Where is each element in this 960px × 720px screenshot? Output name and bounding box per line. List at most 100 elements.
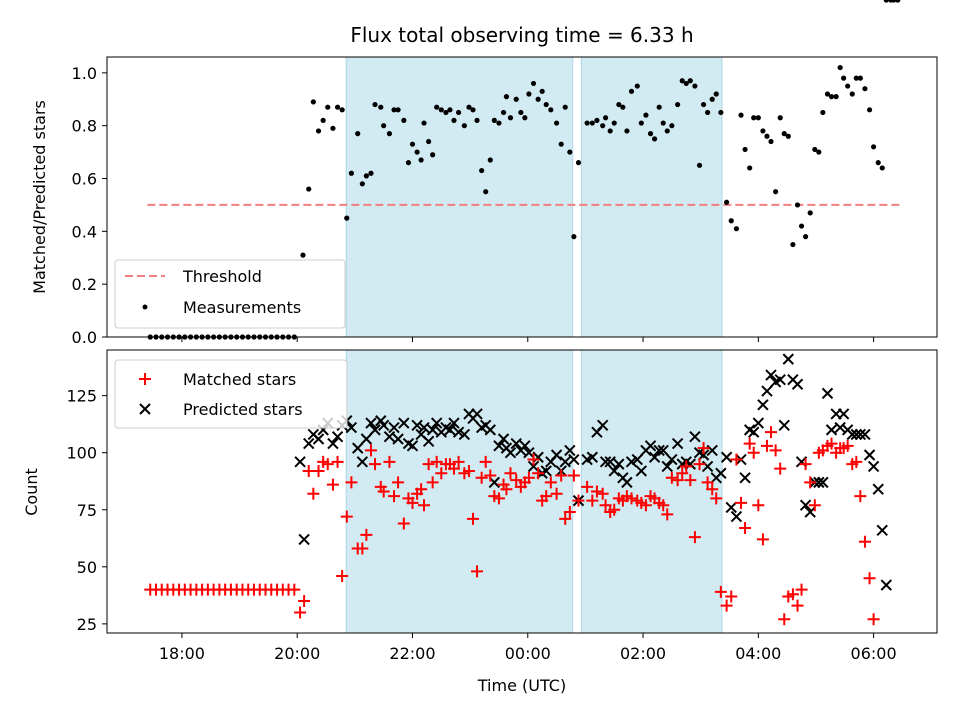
figure-title: Flux total observing time = 6.33 h bbox=[350, 23, 693, 47]
y-tick-label: 25 bbox=[77, 615, 97, 634]
measurement-point bbox=[777, 115, 783, 121]
measurement-point bbox=[660, 120, 666, 126]
bottom-y-axis-label: Count bbox=[22, 468, 41, 516]
measurement-point bbox=[355, 131, 361, 137]
matched-point bbox=[462, 464, 475, 477]
matched-point bbox=[850, 455, 863, 468]
matched-point bbox=[858, 535, 871, 548]
matched-point bbox=[340, 510, 353, 523]
x-tick-label: 22:00 bbox=[389, 644, 435, 663]
top-y-axis-label: Matched/Predicted stars bbox=[30, 100, 49, 294]
predicted-point bbox=[519, 440, 531, 452]
predicted-point bbox=[739, 472, 751, 484]
measurement-point bbox=[530, 80, 537, 87]
matched-point bbox=[688, 531, 701, 544]
matched-point bbox=[356, 542, 369, 555]
measurement-point bbox=[866, 107, 873, 113]
predicted-point bbox=[748, 426, 760, 438]
predicted-point bbox=[799, 499, 812, 511]
predicted-point bbox=[484, 424, 497, 436]
measurement-point bbox=[426, 138, 432, 145]
measurement-point bbox=[709, 96, 715, 102]
matched-point bbox=[479, 455, 492, 468]
measurement-point bbox=[513, 96, 519, 102]
measurement-point bbox=[664, 128, 670, 134]
x-tick-label: 02:00 bbox=[620, 644, 666, 663]
matched-point bbox=[720, 599, 733, 612]
measurement-point bbox=[434, 104, 440, 110]
predicted-point bbox=[510, 437, 522, 450]
matched-point bbox=[415, 483, 428, 496]
matched-point bbox=[791, 599, 804, 612]
matched-point bbox=[406, 496, 419, 509]
legend-threshold-label: Threshold bbox=[182, 267, 262, 286]
measurement-point bbox=[700, 101, 707, 108]
bottom-panel: 25 50 75 100 125 18:00 20:00 22:00 00:00 02:00 04… bbox=[22, 349, 938, 695]
measurement-point bbox=[320, 117, 326, 123]
matched-point bbox=[581, 480, 594, 493]
matched-point bbox=[841, 439, 854, 452]
measurement-point bbox=[828, 94, 835, 100]
y-tick-label: 0.4 bbox=[72, 222, 97, 241]
predicted-point bbox=[725, 501, 737, 514]
matched-point bbox=[326, 478, 339, 491]
measurement-point bbox=[845, 83, 851, 89]
predicted-point bbox=[872, 483, 884, 495]
bottom-y-ticks: 25 50 75 100 125 bbox=[66, 387, 107, 634]
measurement-point bbox=[421, 120, 427, 126]
measurement-point bbox=[891, 0, 897, 3]
measurement-point bbox=[857, 75, 863, 81]
measurement-point bbox=[339, 107, 345, 113]
top-legend-box bbox=[114, 259, 346, 329]
matched-point bbox=[418, 499, 431, 512]
predicted-point bbox=[631, 453, 643, 466]
bottom-highlight-spans bbox=[345, 349, 723, 634]
measurement-point bbox=[562, 104, 568, 110]
measurement-point bbox=[683, 80, 689, 87]
predicted-point bbox=[599, 456, 612, 468]
measurement-point bbox=[518, 109, 524, 116]
measurement-point bbox=[479, 167, 485, 174]
measurement-point bbox=[875, 160, 881, 166]
matched-point bbox=[345, 476, 358, 489]
measurement-point bbox=[764, 133, 770, 139]
legend-predicted-label: Predicted stars bbox=[183, 400, 303, 419]
measurement-point bbox=[883, 0, 889, 3]
matched-point bbox=[854, 490, 867, 503]
predicted-point bbox=[383, 431, 396, 443]
matched-point bbox=[532, 467, 545, 480]
matched-point bbox=[475, 471, 488, 484]
matched-point bbox=[294, 606, 307, 619]
measurement-point bbox=[692, 83, 698, 89]
matched-point bbox=[867, 613, 880, 626]
matched-point bbox=[422, 458, 435, 471]
bottom-legend-box bbox=[114, 359, 348, 429]
measurement-point bbox=[344, 215, 350, 221]
predicted-point bbox=[825, 424, 838, 436]
predicted-point bbox=[701, 460, 714, 473]
measurement-point bbox=[713, 91, 719, 97]
measurement-point bbox=[405, 160, 412, 166]
measurement-point bbox=[395, 107, 401, 113]
predicted-point bbox=[406, 440, 419, 452]
measurement-point bbox=[747, 165, 753, 171]
measurement-point bbox=[414, 149, 420, 155]
measurement-point bbox=[742, 146, 748, 153]
matched-point bbox=[730, 453, 743, 466]
matched-point bbox=[377, 485, 390, 498]
predicted-point bbox=[854, 428, 867, 441]
y-tick-label: 75 bbox=[77, 501, 97, 520]
measurement-point bbox=[438, 107, 444, 113]
measurement-point bbox=[589, 120, 595, 126]
matched-point bbox=[608, 503, 621, 516]
measurement-point bbox=[461, 123, 467, 129]
predicted-point bbox=[706, 444, 718, 457]
matched-point bbox=[684, 474, 697, 487]
measurement-point bbox=[368, 170, 374, 176]
matched-point bbox=[680, 460, 693, 473]
measurement-point bbox=[628, 88, 635, 94]
measurement-point bbox=[704, 109, 711, 116]
measurement-point bbox=[669, 123, 675, 129]
predicted-point bbox=[730, 510, 743, 523]
measurement-point bbox=[773, 189, 779, 195]
